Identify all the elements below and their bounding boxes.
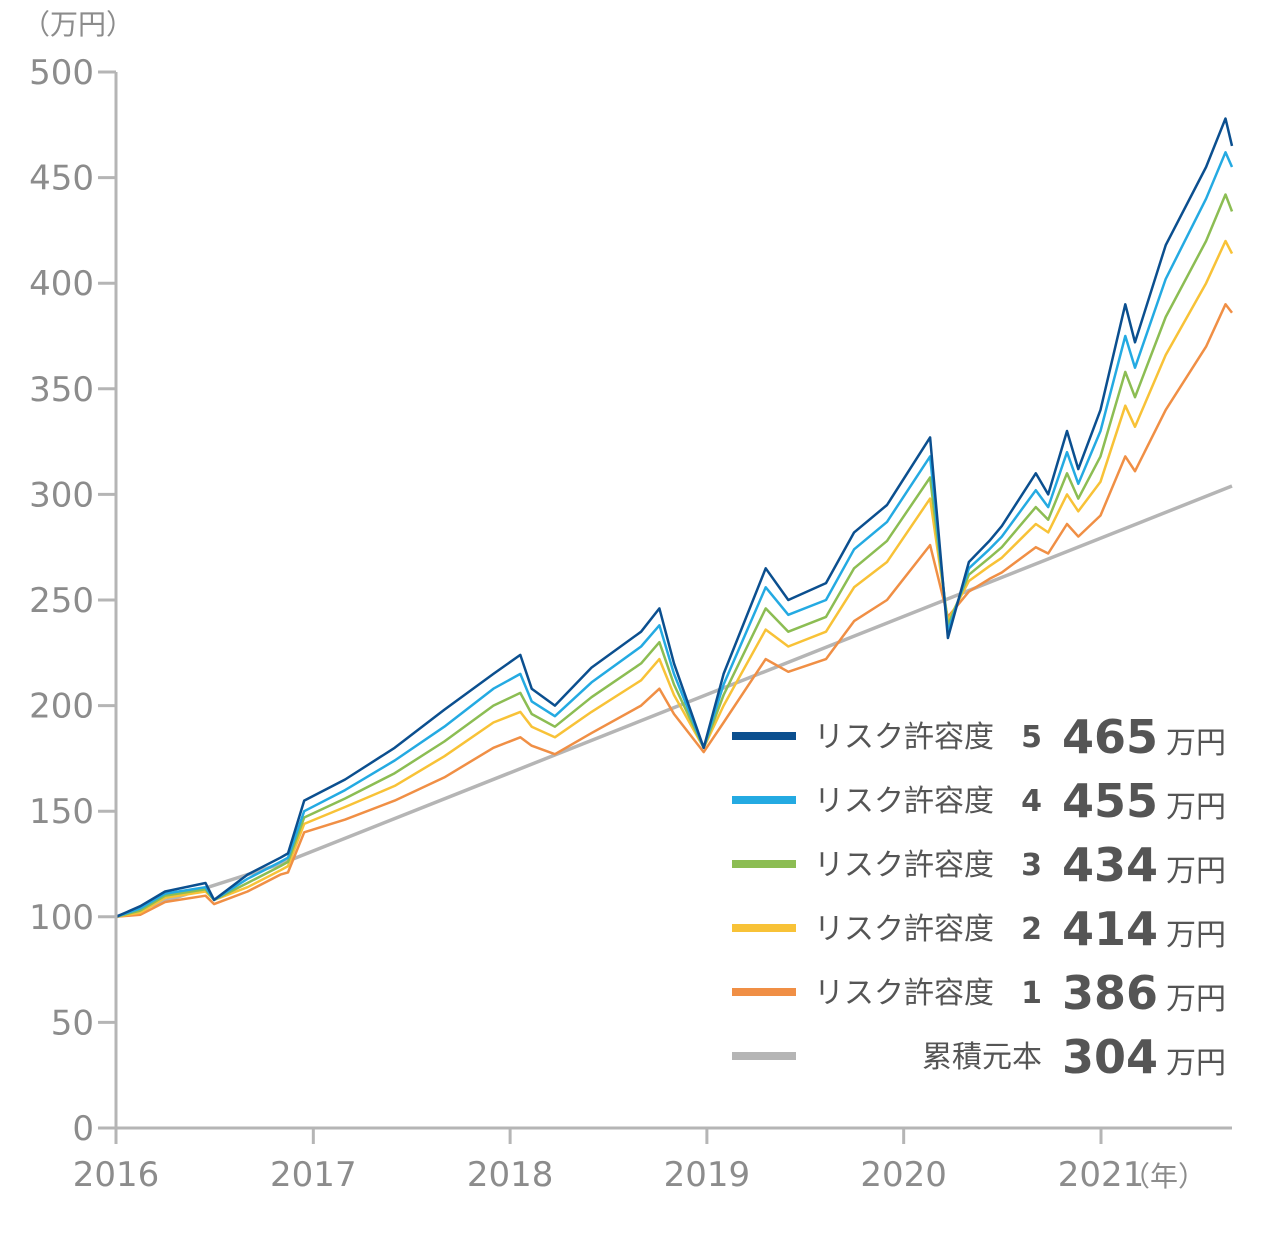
x-tick-label: 2020 <box>860 1155 947 1195</box>
y-tick-label: 300 <box>29 475 94 515</box>
y-tick-label: 350 <box>29 370 94 410</box>
y-tick-label: 400 <box>29 264 94 304</box>
legend-series-name: リスク許容度 <box>814 784 994 819</box>
series-line-principal <box>115 484 1233 919</box>
legend-final-value: 386 <box>1062 966 1158 1020</box>
legend-value-unit: 万円 <box>1166 726 1226 761</box>
series-line-risk-1 <box>115 303 1233 919</box>
legend-series-level: 1 <box>1021 976 1042 1011</box>
legend-value-unit: 万円 <box>1166 918 1226 953</box>
legend-value-unit: 万円 <box>1166 1046 1226 1081</box>
legend-value-unit: 万円 <box>1166 790 1226 825</box>
y-axis-unit: （万円） <box>22 8 134 41</box>
legend-value-unit: 万円 <box>1166 982 1226 1017</box>
x-tick-label: 2019 <box>664 1155 751 1195</box>
legend-series-name: リスク許容度 <box>814 720 994 755</box>
legend-series-level: 4 <box>1021 784 1042 819</box>
x-tick-label: 2018 <box>467 1155 554 1195</box>
y-tick-label: 0 <box>72 1109 94 1149</box>
x-axis-unit: （年） <box>1122 1160 1206 1193</box>
y-tick-label: 450 <box>29 159 94 199</box>
y-tick-label: 250 <box>29 581 94 621</box>
legend-final-value: 465 <box>1062 710 1158 764</box>
legend-final-value: 414 <box>1062 902 1158 956</box>
y-tick-label: 500 <box>29 53 94 93</box>
x-tick-label: 2017 <box>270 1155 357 1195</box>
x-tick-label: 2021 <box>1058 1155 1145 1195</box>
series-line-risk-5 <box>115 117 1234 918</box>
y-tick-label: 100 <box>29 898 94 938</box>
series-line-risk-4 <box>115 151 1234 918</box>
legend-series-name: 累積元本 <box>922 1040 1042 1075</box>
y-tick-label: 50 <box>51 1003 94 1043</box>
legend-series-level: 3 <box>1021 848 1042 883</box>
legend-final-value: 434 <box>1062 838 1158 892</box>
legend-value-unit: 万円 <box>1166 854 1226 889</box>
legend-series-name: リスク許容度 <box>814 912 994 947</box>
series-line-risk-3 <box>115 193 1234 919</box>
y-tick-label: 150 <box>29 792 94 832</box>
y-tick-label: 200 <box>29 687 94 727</box>
legend-series-name: リスク許容度 <box>814 848 994 883</box>
series-line-risk-2 <box>115 239 1234 919</box>
legend-final-value: 455 <box>1062 774 1158 828</box>
legend-series-level: 2 <box>1021 912 1042 947</box>
legend-final-value: 304 <box>1062 1030 1158 1084</box>
legend-series-name: リスク許容度 <box>814 976 994 1011</box>
legend-series-level: 5 <box>1021 720 1042 755</box>
x-tick-label: 2016 <box>73 1155 160 1195</box>
